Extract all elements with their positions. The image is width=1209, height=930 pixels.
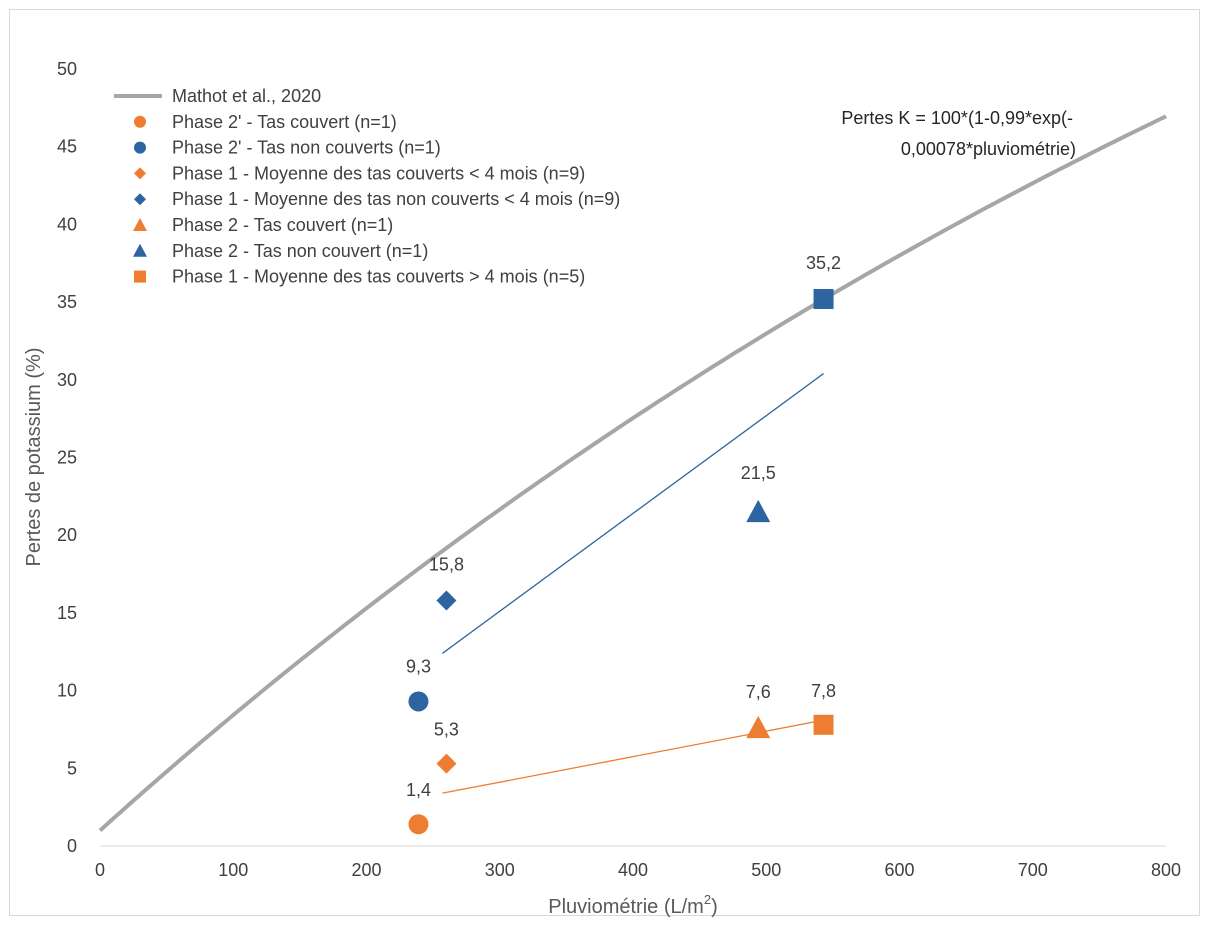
y-tick-label: 0 <box>67 836 77 856</box>
chart-border <box>9 9 1200 916</box>
data-point-circle <box>408 814 429 835</box>
y-axis-title: Pertes de potassium (%) <box>23 348 45 567</box>
data-point-triangle <box>746 499 771 523</box>
legend-label: Phase 1 - Moyenne des tas couverts > 4 m… <box>172 267 585 287</box>
data-point-diamond <box>436 590 457 611</box>
x-tick-label: 0 <box>95 860 105 880</box>
legend-swatch-circle <box>134 115 146 128</box>
y-tick-label: 40 <box>57 214 77 234</box>
x-tick-label: 300 <box>485 860 515 880</box>
x-tick-label: 500 <box>751 860 781 880</box>
y-tick-label: 20 <box>57 525 77 545</box>
data-label: 7,6 <box>746 682 771 702</box>
x-axis-title-end: ) <box>711 896 718 918</box>
legend-swatch-triangle <box>133 243 147 257</box>
data-point-triangle <box>746 715 771 739</box>
y-tick-label: 45 <box>57 137 77 157</box>
data-label: 1,4 <box>406 780 431 800</box>
legend-label: Phase 1 - Moyenne des tas couverts < 4 m… <box>172 163 585 183</box>
y-tick-label: 30 <box>57 370 77 390</box>
data-label: 7,8 <box>811 681 836 701</box>
model-curve <box>98 114 1167 832</box>
data-point-square <box>813 288 834 309</box>
legend-label: Phase 2 - Tas couvert (n=1) <box>172 215 393 235</box>
legend-label: Phase 2' - Tas non couverts (n=1) <box>172 138 441 158</box>
legend-label: Phase 2 - Tas non couvert (n=1) <box>172 241 428 261</box>
x-axis-title-sup: 2 <box>704 892 711 907</box>
y-tick-label: 15 <box>57 603 77 623</box>
x-tick-label: 400 <box>618 860 648 880</box>
legend-swatch-triangle <box>133 218 147 231</box>
formula-annotation-line1: Pertes K = 100*(1-0,99*exp(- <box>841 108 1073 128</box>
data-label: 21,5 <box>741 463 776 483</box>
y-tick-label: 10 <box>57 681 77 701</box>
data-label: 35,2 <box>806 253 841 273</box>
legend-swatch-diamond <box>134 167 146 180</box>
data-point-diamond <box>436 753 457 774</box>
data-label: 15,8 <box>429 554 464 574</box>
x-tick-label: 100 <box>218 860 248 880</box>
trendline <box>442 373 824 654</box>
legend-label: Mathot et al., 2020 <box>172 86 321 106</box>
x-tick-label: 200 <box>351 860 381 880</box>
x-tick-label: 800 <box>1151 860 1181 880</box>
x-tick-label: 600 <box>884 860 914 880</box>
y-tick-label: 50 <box>57 59 77 79</box>
formula-annotation-line2: 0,00078*pluviométrie) <box>901 139 1076 159</box>
y-tick-label: 5 <box>67 758 77 778</box>
y-tick-label: 25 <box>57 448 77 468</box>
data-point-square <box>813 714 834 735</box>
y-tick-label: 35 <box>57 292 77 312</box>
x-axis-title: Pluviométrie (L/m2) <box>548 892 718 918</box>
legend-swatch-circle <box>134 141 146 154</box>
x-axis-title-main: Pluviométrie (L/m <box>548 896 704 918</box>
data-label: 9,3 <box>406 656 431 676</box>
data-label: 5,3 <box>434 720 459 740</box>
data-point-circle <box>408 691 429 712</box>
legend-label: Phase 2' - Tas couvert (n=1) <box>172 112 397 132</box>
legend-swatch-square <box>134 270 146 283</box>
x-tick-label: 700 <box>1018 860 1048 880</box>
legend-swatch-diamond <box>134 193 146 206</box>
legend-label: Phase 1 - Moyenne des tas non couverts <… <box>172 189 620 209</box>
